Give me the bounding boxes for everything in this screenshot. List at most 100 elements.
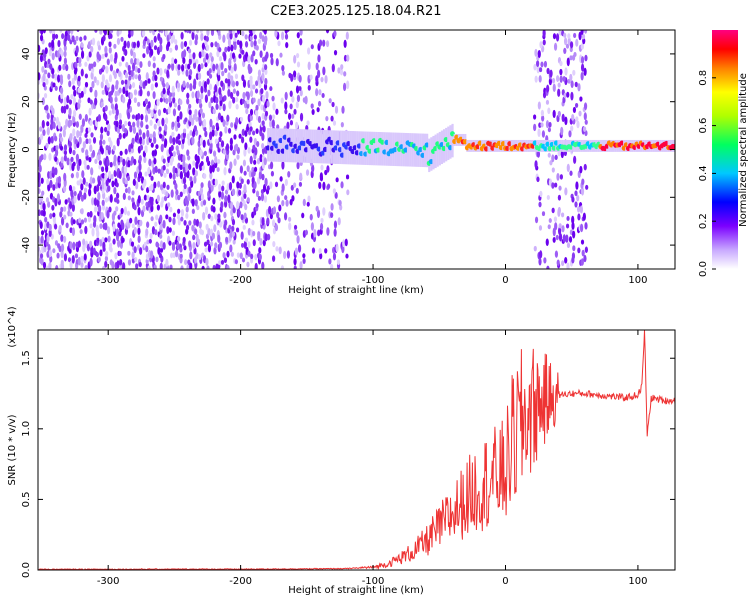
spectrogram-cell <box>101 90 105 95</box>
spectrogram-cell <box>236 90 240 97</box>
spectrogram-cell <box>172 217 176 226</box>
spectrogram-cell <box>105 65 109 74</box>
spectrogram-cell <box>322 39 326 47</box>
spectrogram-cell <box>150 175 154 181</box>
spectrogram-cell <box>83 253 87 261</box>
spectrogram-cell <box>186 149 190 157</box>
spectrogram-cell <box>280 97 284 104</box>
spectrogram-cell <box>177 217 181 226</box>
spectrogram-cell <box>83 217 88 223</box>
spectrogram-cell <box>542 39 546 46</box>
spectrogram-cell <box>108 206 112 213</box>
spectrogram-cell <box>545 99 550 105</box>
spectrogram-cell <box>91 227 95 237</box>
spectrogram-cell <box>261 261 265 269</box>
spectrogram-cell <box>291 195 295 202</box>
spectrogram-cell <box>100 101 104 107</box>
spectrogram-cell <box>174 39 178 45</box>
spectrogram-cell <box>113 169 117 178</box>
spectrogram-cell <box>197 72 202 80</box>
spectrogram-cell <box>73 190 77 197</box>
spectrogram-cell <box>337 217 341 226</box>
spectrogram-cell <box>159 233 163 239</box>
spectrogram-cell <box>299 112 304 122</box>
spectrogram-cell <box>171 57 175 64</box>
spectrogram-cell <box>316 107 320 113</box>
spectrogram-cell <box>83 192 87 200</box>
spectrogram-cell <box>48 228 52 238</box>
spectrogram-cell <box>203 118 207 128</box>
spectrogram-cell <box>574 190 578 197</box>
spectrogram-cell <box>558 185 562 191</box>
spectrogram-cell <box>131 114 136 120</box>
spectrogram-cell <box>162 181 166 189</box>
spectrogram-cell <box>177 236 181 242</box>
spectrogram-cell <box>124 127 128 134</box>
spectrogram-cell <box>218 56 223 62</box>
spectrogram-cell <box>148 30 153 34</box>
spectrogram-cell <box>324 169 328 176</box>
spectrogram-cell <box>241 49 245 55</box>
spectrogram-cell <box>211 232 216 240</box>
spectrogram-cell <box>167 155 171 163</box>
spectrogram-cell <box>127 221 131 229</box>
spectrogram-cell <box>127 111 131 120</box>
spectrogram-cell <box>104 45 108 54</box>
snr-y-tick-label: 1.0 <box>21 421 32 437</box>
spectrogram-cell <box>242 79 247 88</box>
spectrogram-cell <box>128 98 132 106</box>
spectrogram-cell <box>169 92 173 98</box>
spectrogram-band-halo <box>277 128 280 162</box>
spectrogram-cell <box>243 170 247 176</box>
spectrogram-cell <box>77 256 81 266</box>
spectrogram-cell <box>230 44 234 52</box>
spectrogram-cell <box>192 52 196 60</box>
spectrogram-cell <box>206 239 210 246</box>
spectrogram-cell <box>185 69 189 77</box>
spectrogram-cell <box>266 217 270 225</box>
spectrogram-cell <box>165 191 169 198</box>
spectrogram-cell <box>153 136 157 144</box>
spectrogram-cell <box>198 80 202 87</box>
spectrogram-cell <box>576 206 581 213</box>
spectrogram-cell <box>41 190 45 196</box>
spectrogram-cell <box>45 104 49 111</box>
spectrogram-cell <box>561 260 565 267</box>
spectrogram-cell <box>159 222 163 231</box>
spectrogram-cell <box>89 240 93 248</box>
spectrogram-cell <box>574 201 578 208</box>
spectrogram-band-halo <box>373 131 376 166</box>
spectrogram-cell <box>159 76 164 82</box>
spectrogram-cell <box>216 80 220 87</box>
spectrogram-cell <box>569 41 574 49</box>
spectrogram-cell <box>54 167 58 176</box>
spectrogram-cell <box>212 206 216 213</box>
colorbar-tick-label: 0.8 <box>698 70 709 86</box>
spectrogram-cell <box>91 149 96 158</box>
spectrogram-cell <box>177 122 181 129</box>
spectrogram-cell <box>255 104 259 111</box>
spectrogram-cell <box>569 170 573 176</box>
spectrogram-cell <box>536 60 540 67</box>
spectrogram-cell <box>130 241 135 247</box>
spectrogram-cell <box>189 251 193 260</box>
spectrogram-cell <box>110 103 115 110</box>
spectrogram-cell <box>539 250 543 259</box>
spectrogram-cell <box>205 36 209 42</box>
spectrogram-cell <box>92 247 96 255</box>
spectrogram-cell <box>152 56 156 62</box>
spectrogram-cell <box>224 68 228 74</box>
spectrogram-cell <box>228 224 232 230</box>
spectrogram-cell <box>568 236 573 243</box>
spectrogram-cell <box>82 244 86 253</box>
spectrogram-cell <box>62 63 66 71</box>
spectrogram-cell <box>296 32 300 39</box>
spectrogram-cell <box>538 122 542 128</box>
spectrogram-cell <box>294 121 299 130</box>
spectrogram-cell <box>320 217 324 224</box>
spectrogram-cell <box>557 82 561 88</box>
spectrogram-cell <box>226 32 230 40</box>
spectrogram-cell <box>258 247 262 254</box>
spectrogram-cell <box>80 50 85 59</box>
spectrogram-cell <box>242 159 247 167</box>
